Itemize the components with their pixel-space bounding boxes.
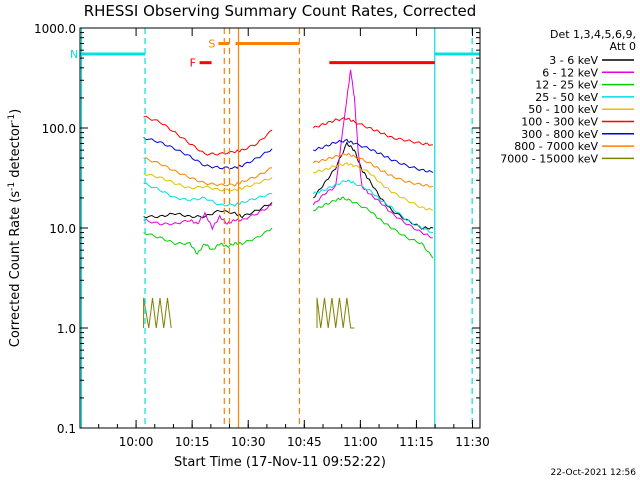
- state-label-n: N: [70, 48, 78, 61]
- x-tick-label: 10:15: [175, 435, 210, 449]
- series-3-6-kev-seg1: [143, 202, 273, 219]
- legend-label-50-100-kev: 50 - 100 keV: [528, 103, 598, 116]
- series-25-50-kev-seg2: [312, 179, 434, 234]
- series-800-7000-kev-seg2: [312, 152, 433, 188]
- legend-label-6-12-kev: 6 - 12 keV: [542, 66, 598, 79]
- y-tick-label: 0.1: [57, 422, 76, 436]
- series-group: [143, 69, 434, 329]
- legend-label-100-300-kev: 100 - 300 keV: [521, 116, 598, 129]
- series-800-7000-kev-seg1: [143, 157, 273, 187]
- y-tick-label: 100.0: [42, 122, 76, 136]
- timestamp-label: 22-Oct-2021 12:56: [551, 468, 637, 478]
- series-50-100-kev-seg2: [313, 162, 434, 211]
- overlay-group: N SF: [70, 28, 480, 428]
- legend-label-3-6-kev: 3 - 6 keV: [549, 54, 598, 67]
- series-7000-15000-kev-seg2: [316, 297, 355, 329]
- legend-label-25-50-kev: 25 - 50 keV: [535, 91, 598, 104]
- x-tick-label: 11:30: [455, 435, 490, 449]
- x-tick-label: 11:15: [399, 435, 434, 449]
- legend-label-300-800-kev: 300 - 800 keV: [521, 128, 598, 141]
- series-100-300-kev-seg1: [143, 115, 273, 156]
- legend-label-800-7000-kev: 800 - 7000 keV: [514, 140, 598, 153]
- y-axis-label: Corrected Count Rate (s-1 detector-1): [7, 109, 23, 347]
- x-tick-label: 10:45: [287, 435, 322, 449]
- series-300-800-kev-seg1: [143, 137, 273, 170]
- y-tick-label: 1000.0: [34, 22, 76, 36]
- series-12-25-kev-seg2: [313, 196, 434, 259]
- axes-group: 10:00 10:15 10:30 10:45 11:00 11:15 11:30 0.1 1.…: [34, 22, 490, 449]
- legend-label-12-25-kev: 12 - 25 keV: [535, 79, 598, 92]
- legend-header-line2: Att 0: [610, 40, 636, 53]
- legend-label-7000-15000-kev: 7000 - 15000 keV: [500, 152, 598, 165]
- series-300-800-kev-seg2: [313, 138, 434, 173]
- series-6-12-kev-seg1: [143, 204, 273, 231]
- series-25-50-kev-seg1: [143, 182, 273, 207]
- series-100-300-kev-seg2: [312, 117, 433, 146]
- series-3-6-kev-seg2: [313, 141, 434, 230]
- state-label-f: F: [190, 57, 196, 70]
- y-tick-label: 10.0: [49, 222, 76, 236]
- x-tick-label: 10:00: [119, 435, 154, 449]
- x-axis-label: Start Time (17-Nov-11 09:52:22): [174, 455, 386, 470]
- series-50-100-kev-seg1: [143, 172, 273, 192]
- x-tick-label: 10:30: [231, 435, 266, 449]
- legend-header-line1: Det 1,3,4,5,6,9,: [550, 28, 636, 41]
- state-label-s: S: [208, 37, 215, 50]
- series-12-25-kev-seg1: [143, 227, 273, 255]
- y-tick-label: 1.0: [57, 322, 76, 336]
- chart-title: RHESSI Observing Summary Count Rates, Co…: [84, 2, 477, 20]
- series-7000-15000-kev-seg1: [143, 297, 172, 329]
- x-tick-label: 11:00: [343, 435, 378, 449]
